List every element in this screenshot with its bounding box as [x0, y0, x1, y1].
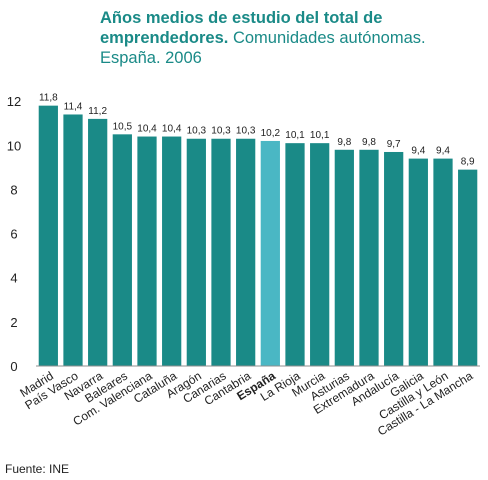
data-label: 9,4: [436, 146, 450, 157]
data-label: 10,5: [113, 121, 133, 132]
data-label: 10,1: [285, 130, 305, 141]
chart-title: Años medios de estudio del total de empr…: [100, 8, 480, 68]
bar: [112, 134, 132, 366]
data-label: 11,8: [39, 93, 58, 104]
bar: [186, 138, 206, 366]
bar: [63, 114, 83, 366]
bar: [408, 158, 428, 366]
bar: [260, 140, 280, 366]
data-label: 10,3: [211, 126, 231, 137]
bar: [359, 149, 379, 366]
data-label: 9,4: [411, 146, 425, 157]
bar: [38, 105, 58, 367]
bar: [384, 151, 404, 366]
data-label: 10,3: [236, 126, 256, 137]
y-tick-label: 12: [7, 94, 21, 109]
data-label: 10,4: [162, 124, 182, 135]
bar: [310, 143, 330, 366]
chart-title-bold: Años medios de estudio del total de empr…: [100, 9, 383, 47]
bar: [236, 138, 256, 366]
source-note: Fuente: INE: [5, 462, 70, 476]
y-tick-label: 0: [10, 359, 17, 374]
y-tick-label: 10: [7, 138, 21, 153]
bar: [433, 158, 453, 366]
data-label: 10,4: [137, 124, 157, 135]
bar: [211, 138, 231, 366]
y-tick-label: 8: [10, 182, 17, 197]
data-label: 8,9: [461, 157, 475, 168]
data-label: 9,8: [337, 137, 351, 148]
data-label: 10,3: [187, 126, 207, 137]
bar: [334, 149, 354, 366]
data-label: 10,2: [261, 128, 281, 139]
y-tick-label: 4: [10, 271, 17, 286]
bar: [162, 136, 182, 366]
data-label: 10,1: [310, 130, 330, 141]
y-tick-label: 6: [10, 227, 17, 242]
data-label: 11,4: [64, 101, 83, 112]
chart-title-rest: Comunidades autónomas. España. 2006: [100, 29, 426, 67]
bar: [285, 143, 305, 366]
y-tick-label: 2: [10, 315, 17, 330]
bar: [137, 136, 157, 366]
data-label: 11,2: [88, 106, 107, 117]
bar: [88, 118, 108, 366]
data-label: 9,7: [387, 139, 401, 150]
bar: [458, 169, 478, 366]
data-label: 9,8: [362, 137, 376, 148]
